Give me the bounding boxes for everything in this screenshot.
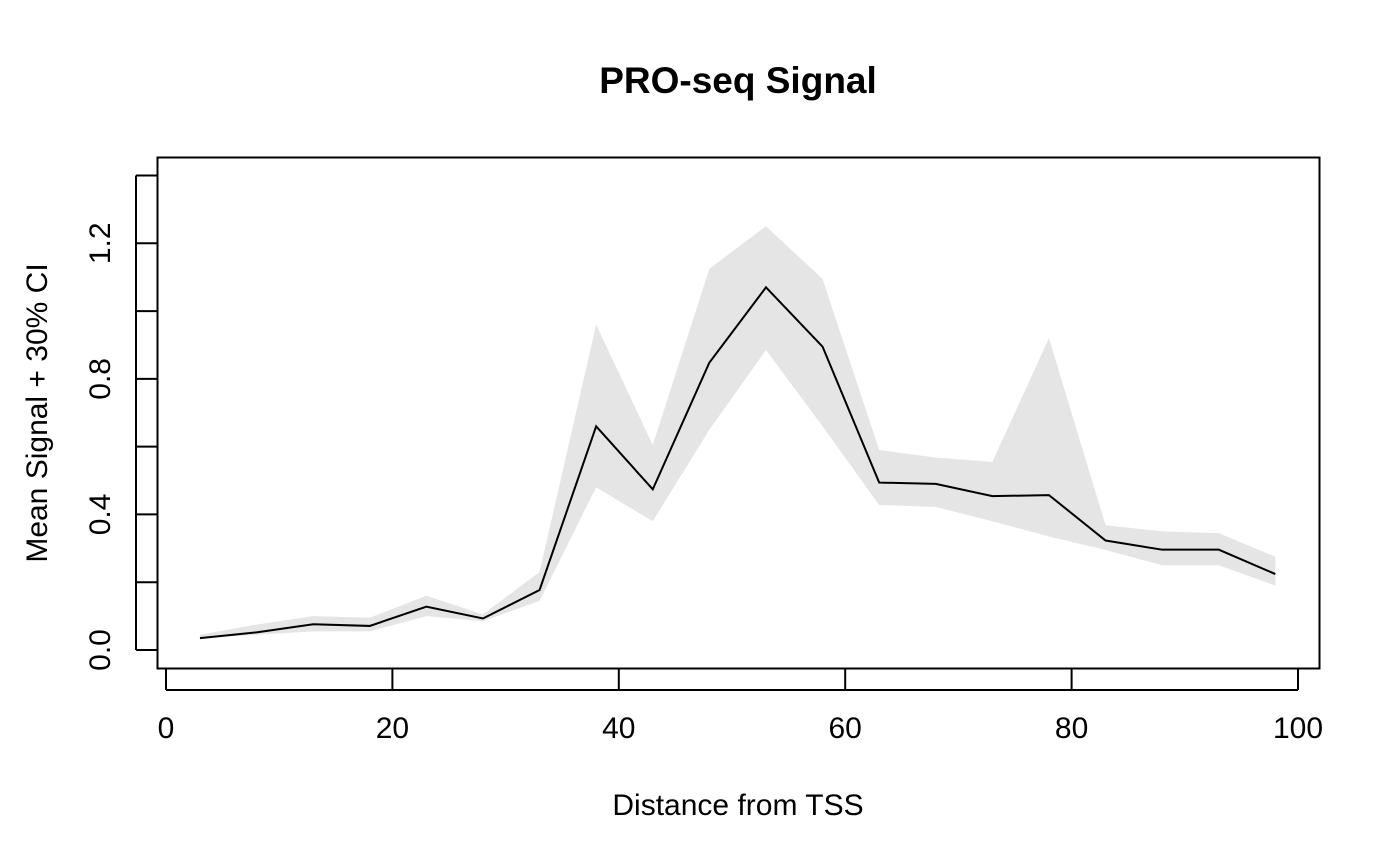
x-axis-label: Distance from TSS: [612, 789, 863, 822]
series-line-layer: [199, 285, 1276, 640]
x-tick-label: 20: [376, 712, 409, 745]
x-tick-label: 100: [1273, 712, 1323, 745]
plot-frame: [156, 156, 1321, 670]
ci-band: [199, 226, 1276, 639]
y-axis-label: Mean Signal + 30% CI: [21, 263, 54, 562]
x-tick-label: 80: [1055, 712, 1088, 745]
series-line: [199, 285, 1276, 640]
y-tick-label: 1.2: [84, 222, 117, 264]
x-tick-label: 0: [158, 712, 175, 745]
ci-band-layer: [199, 226, 1276, 639]
y-tick-label: 0.4: [84, 494, 117, 536]
y-tick-label: 0.8: [84, 358, 117, 400]
chart-title: PRO-seq Signal: [599, 60, 877, 101]
y-axis: 0.0 0.4 0.8 1.2: [84, 174, 157, 671]
x-tick-label: 60: [829, 712, 862, 745]
y-tick-label: 0.0: [84, 629, 117, 671]
x-axis: 0 20 40 60 80 100: [158, 669, 1323, 745]
x-tick-label: 40: [602, 712, 635, 745]
